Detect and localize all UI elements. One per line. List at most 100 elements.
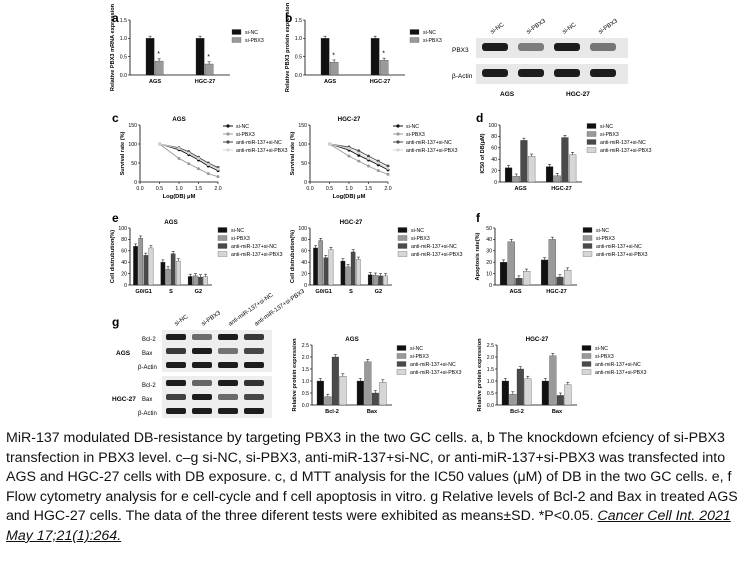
y-tick-label: 1.5	[302, 367, 309, 373]
data-point	[357, 151, 361, 155]
legend-label: anti-miR-137+si-NC	[236, 140, 282, 146]
bar	[383, 275, 388, 286]
bar	[564, 384, 572, 406]
data-point	[347, 154, 351, 158]
blot-b-row-label-2: β-Actin	[452, 73, 473, 80]
blot-g-band	[218, 348, 238, 354]
y-axis-label: Cell distrubution(%)	[290, 230, 296, 283]
legend-label: anti-miR-137+si-NC	[231, 244, 277, 250]
bar	[564, 270, 572, 286]
legend-label: si-PBX3	[245, 38, 264, 44]
legend-label: si-PBX3	[423, 38, 442, 44]
blot-g-band	[218, 362, 238, 368]
bar	[548, 239, 556, 286]
legend-label: anti-miR-137+si-PBX3	[236, 148, 288, 154]
x-tick-label: 2.0	[384, 186, 391, 192]
blot-g-band	[166, 348, 186, 354]
y-tick-label: 80	[121, 237, 127, 243]
blot-g-band	[244, 362, 264, 368]
data-point	[386, 166, 390, 170]
legend-swatch	[586, 147, 597, 153]
chart-g2: 0.0 0.5 1.0 1.5 2.0 2.5 Relative protein expre…	[477, 336, 647, 415]
x-tick-label: 0.5	[326, 186, 333, 192]
panel-letter-c: c	[112, 111, 119, 125]
bar	[509, 394, 517, 406]
bar	[556, 276, 564, 286]
y-tick-label: 60	[301, 249, 307, 255]
bar	[364, 361, 372, 406]
legend-swatch	[581, 345, 592, 351]
legend-marker	[226, 140, 230, 144]
legend-label: si-PBX3	[596, 236, 615, 242]
x-tick-label: G2	[375, 289, 382, 295]
chart-f: 0 10 20 30 40 50 Apoptosis rate(%) AGS HGC-27 si-…	[475, 226, 648, 295]
y-tick-label: 20	[121, 271, 127, 277]
series-line	[159, 143, 219, 168]
y-axis-label: Survival rate (%)	[290, 131, 296, 175]
bar	[561, 137, 569, 183]
bar	[515, 278, 523, 286]
y-tick-label: 0.0	[487, 403, 494, 409]
data-point	[177, 147, 181, 151]
bar	[345, 266, 351, 286]
series-line	[329, 143, 389, 167]
bar	[160, 262, 166, 286]
legend-swatch	[586, 131, 597, 137]
blot-g: AGS HGC-27 Bcl-2 Bax β-Actin Bcl-2 Bax β…	[112, 288, 306, 418]
y-tick-label: 40	[301, 260, 307, 266]
legend-label: anti-miR-137+si-PBX3	[595, 370, 647, 376]
series-line	[329, 143, 389, 175]
legend-label: si-NC	[406, 124, 419, 130]
legend-marker	[226, 124, 230, 128]
significance-marker: *	[157, 51, 160, 58]
y-tick-label: 1.5	[295, 18, 302, 24]
y-tick-label: 1.0	[487, 379, 494, 385]
y-axis-label: Cell distrubution(%)	[110, 230, 116, 283]
bar	[318, 240, 324, 286]
y-tick-label: 0.5	[120, 54, 127, 60]
x-tick-label: 1.5	[195, 186, 202, 192]
significance-marker: *	[382, 50, 385, 57]
bar	[549, 355, 557, 406]
legend-swatch	[217, 243, 228, 249]
blot-g-col-label-1: si-NC	[174, 314, 190, 328]
legend-swatch	[396, 345, 407, 351]
bar	[165, 268, 171, 286]
panel-letter-f: f	[476, 211, 481, 225]
legend-marker	[226, 132, 230, 136]
legend-swatch	[217, 227, 228, 233]
blot-g-col-label-2: si-PBX3	[201, 310, 223, 328]
legend-swatch	[409, 29, 420, 35]
y-axis-label: Relative PBX3 mRNA expression	[110, 3, 116, 91]
blot-b-band-row-2	[476, 64, 628, 84]
data-point	[376, 161, 380, 165]
blot-g-band	[192, 394, 212, 400]
bar	[541, 380, 549, 406]
x-tick-label: S	[349, 289, 353, 295]
data-point	[197, 156, 200, 160]
legend-label: si-NC	[245, 30, 258, 36]
y-tick-label: 0.5	[302, 391, 309, 397]
legend-label: anti-miR-137+si-NC	[406, 140, 452, 146]
legend-marker	[396, 148, 400, 152]
y-tick-label: 50	[486, 226, 492, 232]
y-tick-label: 0	[124, 283, 127, 289]
blot-g-band	[166, 380, 186, 386]
x-tick-label: AGS	[509, 289, 521, 295]
x-tick-label: G0/G1	[135, 289, 151, 295]
bar	[340, 260, 346, 286]
bar	[569, 154, 577, 183]
x-tick-label: 2.0	[214, 186, 221, 192]
bar	[143, 255, 149, 286]
y-tick-label: 20	[486, 260, 492, 266]
data-point	[367, 156, 370, 160]
y-tick-label: 150	[128, 123, 137, 129]
legend-swatch	[582, 235, 593, 241]
bar	[520, 140, 528, 183]
blot-b-col-label-1: si-NC	[490, 22, 506, 36]
bar	[355, 259, 361, 286]
blot-g-ags-label: AGS	[116, 350, 131, 357]
legend-swatch	[396, 361, 407, 367]
